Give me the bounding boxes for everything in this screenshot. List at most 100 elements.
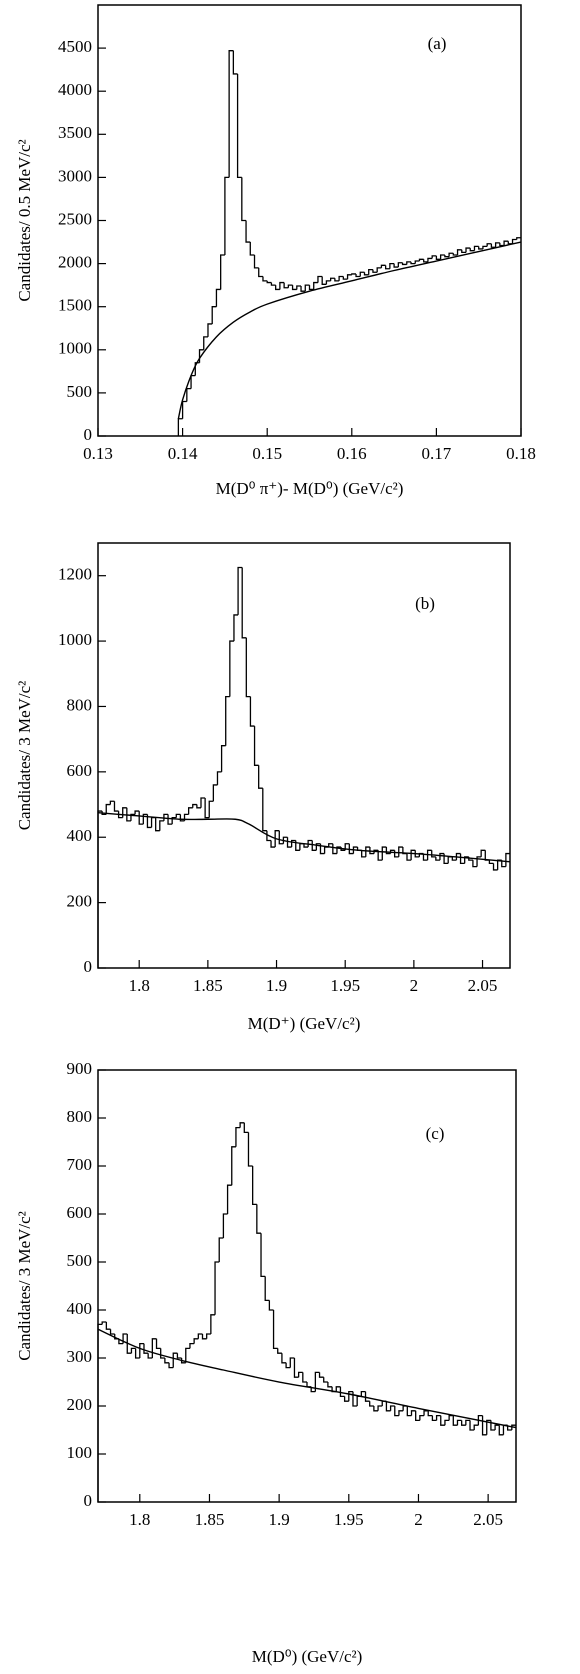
histogram-bin <box>171 816 177 825</box>
histogram-bin <box>237 566 243 615</box>
y-tick-label: 1200 <box>58 565 92 584</box>
histogram-bin <box>215 288 221 307</box>
histogram-bin <box>343 1396 349 1402</box>
histogram-bin <box>113 801 119 812</box>
histogram-bin <box>369 847 375 855</box>
histogram-bin <box>270 840 276 848</box>
histogram-bin <box>478 246 483 250</box>
histogram-bin <box>256 1204 262 1234</box>
histogram-bin <box>325 280 331 285</box>
histogram-bin <box>355 273 361 278</box>
histogram-bin <box>486 243 492 247</box>
x-tick-label: 0.18 <box>506 444 536 463</box>
histogram-bin <box>220 745 226 772</box>
histogram-bin <box>278 830 284 845</box>
histogram-bin <box>212 784 218 802</box>
histogram-bin <box>279 281 285 290</box>
histogram-bin <box>363 272 369 276</box>
histogram-bin <box>406 853 412 861</box>
x-tick-label: 1.95 <box>334 1510 364 1529</box>
histogram-bin <box>101 811 107 815</box>
histogram-bin <box>118 1338 124 1345</box>
histogram-bin <box>369 1401 374 1407</box>
histogram-bin <box>143 1343 149 1354</box>
y-tick-label: 1000 <box>58 630 92 649</box>
histogram-bin <box>160 1348 165 1359</box>
histogram-bin <box>109 800 115 805</box>
x-tick-label: 0.13 <box>83 444 113 463</box>
histogram-bin <box>109 1329 115 1335</box>
histogram-bin <box>439 852 445 861</box>
histogram-bin <box>290 839 296 848</box>
histogram-bin <box>319 843 325 855</box>
histogram-bin <box>427 1410 433 1417</box>
histogram-bin <box>511 238 517 244</box>
x-tick-label: 2.05 <box>473 1510 503 1529</box>
histogram-bin <box>172 1352 178 1368</box>
histogram-bin <box>440 1415 445 1426</box>
histogram-bin <box>406 1406 412 1417</box>
histogram-bin <box>249 242 255 256</box>
histogram-bin <box>488 860 494 865</box>
histogram-bin <box>308 285 314 291</box>
histogram-bin <box>352 846 358 854</box>
histogram-bin <box>415 1410 420 1422</box>
histogram-bin <box>180 1358 186 1364</box>
y-tick-label: 400 <box>67 826 93 845</box>
histogram-bin <box>444 254 450 258</box>
histogram-bin <box>185 1347 190 1363</box>
histogram-bin <box>289 1357 295 1368</box>
histogram-bin <box>226 1184 232 1214</box>
histogram-bin <box>494 1424 500 1430</box>
y-tick-label: 200 <box>67 1395 93 1414</box>
histogram-bin <box>410 849 416 861</box>
y-tick-label: 2000 <box>58 253 92 272</box>
histogram-bin <box>476 856 482 867</box>
histogram-bin <box>274 830 280 848</box>
annotation: (c) <box>426 1124 445 1143</box>
histogram-bin <box>414 260 420 264</box>
histogram-bin <box>427 257 433 262</box>
histogram-bin <box>235 1126 241 1147</box>
y-tick-label: 0 <box>84 1491 93 1510</box>
histogram-bin <box>214 1261 220 1315</box>
annotation: (a) <box>428 34 447 53</box>
histogram-bin <box>186 387 192 402</box>
histogram-bin <box>285 1362 291 1369</box>
histogram-bin <box>494 242 500 248</box>
histogram-bin <box>239 1122 245 1128</box>
x-tick-label: 1.85 <box>193 976 223 995</box>
histogram-bin <box>348 1390 353 1402</box>
histogram-bin <box>225 696 230 746</box>
histogram-bin <box>196 804 201 809</box>
histogram-bin <box>335 1386 341 1392</box>
y-tick-label: 800 <box>67 1107 93 1126</box>
histogram-bin <box>380 264 386 268</box>
histogram-bin <box>455 852 461 861</box>
histogram-bin <box>310 1386 316 1393</box>
histogram-bin <box>431 255 437 259</box>
plot-frame <box>97 542 511 969</box>
histogram-bin <box>422 853 428 861</box>
histogram-bin <box>262 276 268 282</box>
histogram-bin <box>286 837 292 848</box>
y-tick-label: 4000 <box>58 80 92 99</box>
histogram-bin <box>373 849 379 854</box>
histogram-bin <box>282 836 288 844</box>
fit-curve <box>97 812 511 863</box>
histogram-bin <box>473 1424 479 1430</box>
histogram-bin <box>451 856 457 861</box>
histogram-bin <box>189 1342 195 1349</box>
histogram-bin <box>348 843 354 855</box>
histogram-bin <box>134 810 140 815</box>
histogram-bin <box>216 771 222 785</box>
y-tick-label: 600 <box>67 761 93 780</box>
histogram-bin <box>444 1419 450 1426</box>
histogram-bin <box>398 846 403 857</box>
y-tick-label: 300 <box>67 1347 93 1366</box>
x-tick-label: 0.15 <box>252 444 282 463</box>
histogram-bin <box>339 1386 345 1398</box>
histogram-bin <box>266 280 272 284</box>
y-tick-label: 500 <box>67 382 93 401</box>
histogram-bin <box>155 1338 161 1350</box>
